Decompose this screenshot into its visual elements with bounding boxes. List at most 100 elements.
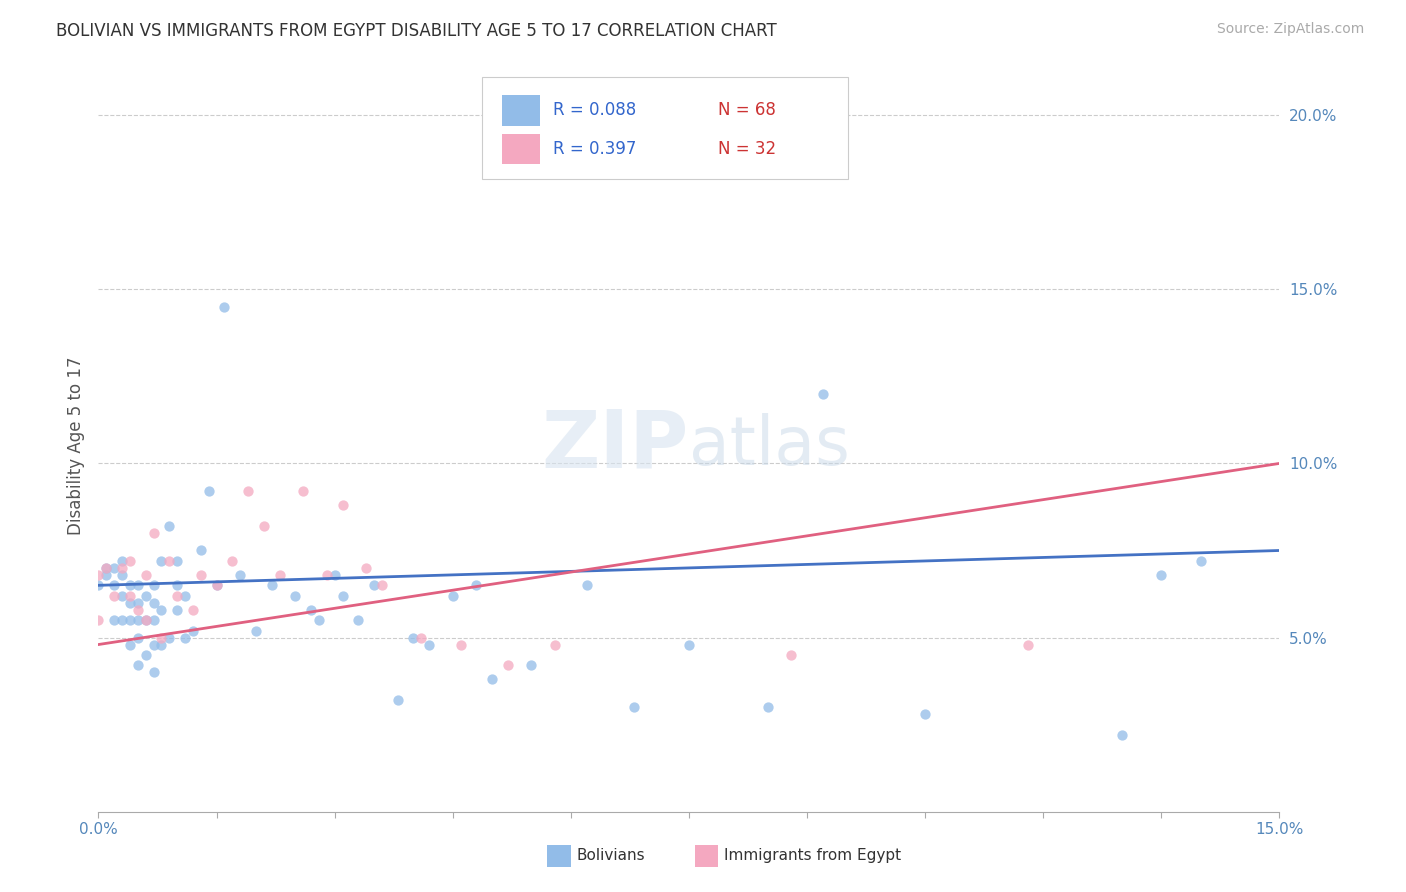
Point [253, 519, 276, 533]
Point [354, 561, 377, 575]
Point [623, 700, 645, 714]
Point [103, 613, 125, 627]
Point [118, 578, 141, 592]
Point [166, 578, 188, 592]
Text: R = 0.088: R = 0.088 [553, 102, 637, 120]
Point [142, 526, 165, 541]
Text: N = 68: N = 68 [718, 102, 776, 120]
Point [135, 613, 157, 627]
Point [135, 589, 157, 603]
Point [236, 484, 259, 499]
Point [780, 648, 803, 662]
Point [323, 567, 346, 582]
Point [260, 578, 283, 592]
Point [150, 603, 173, 617]
Point [157, 631, 180, 645]
FancyBboxPatch shape [482, 77, 848, 179]
Point [87, 578, 110, 592]
Point [135, 648, 157, 662]
Point [544, 638, 567, 652]
Point [441, 589, 464, 603]
Text: Bolivians: Bolivians [576, 848, 645, 863]
Point [87, 567, 110, 582]
Point [127, 603, 149, 617]
Point [450, 638, 472, 652]
Point [111, 567, 134, 582]
Point [111, 561, 134, 575]
Point [181, 603, 204, 617]
Point [166, 554, 188, 568]
Point [205, 578, 228, 592]
Point [142, 613, 165, 627]
Point [142, 578, 165, 592]
Point [166, 589, 188, 603]
Text: Immigrants from Egypt: Immigrants from Egypt [724, 848, 901, 863]
Point [756, 700, 779, 714]
Point [284, 589, 307, 603]
Text: BOLIVIAN VS IMMIGRANTS FROM EGYPT DISABILITY AGE 5 TO 17 CORRELATION CHART: BOLIVIAN VS IMMIGRANTS FROM EGYPT DISABI… [56, 22, 778, 40]
Point [174, 631, 197, 645]
Point [118, 596, 141, 610]
Point [205, 578, 228, 592]
Point [678, 638, 700, 652]
Point [229, 567, 252, 582]
Point [190, 543, 212, 558]
Text: R = 0.397: R = 0.397 [553, 140, 637, 158]
Point [166, 603, 188, 617]
Point [111, 554, 134, 568]
Point [520, 658, 543, 673]
Point [118, 613, 141, 627]
Bar [502, 134, 540, 164]
Point [174, 589, 197, 603]
Point [197, 484, 219, 499]
Point [190, 567, 212, 582]
Point [811, 386, 834, 401]
Point [135, 613, 157, 627]
Point [103, 578, 125, 592]
Text: atlas: atlas [689, 413, 849, 479]
Point [96, 561, 118, 575]
Point [481, 673, 503, 687]
Text: N = 32: N = 32 [718, 140, 776, 158]
Text: Source: ZipAtlas.com: Source: ZipAtlas.com [1216, 22, 1364, 37]
Point [118, 554, 141, 568]
Point [127, 613, 149, 627]
Point [142, 638, 165, 652]
Point [363, 578, 385, 592]
Y-axis label: Disability Age 5 to 17: Disability Age 5 to 17 [66, 357, 84, 535]
Point [142, 596, 165, 610]
Point [103, 589, 125, 603]
Point [387, 693, 409, 707]
Point [1150, 567, 1173, 582]
Point [118, 638, 141, 652]
Point [332, 498, 354, 512]
Point [118, 589, 141, 603]
Point [150, 631, 173, 645]
Point [157, 519, 180, 533]
Point [96, 567, 118, 582]
Point [308, 613, 330, 627]
Point [111, 613, 134, 627]
Point [465, 578, 488, 592]
Point [150, 554, 173, 568]
Point [111, 589, 134, 603]
Point [347, 613, 370, 627]
Point [157, 554, 180, 568]
Point [150, 638, 173, 652]
Point [181, 624, 204, 638]
Point [292, 484, 315, 499]
Point [127, 578, 149, 592]
Point [332, 589, 354, 603]
Point [135, 567, 157, 582]
Point [87, 613, 110, 627]
Point [496, 658, 519, 673]
Point [142, 665, 165, 680]
Point [269, 567, 291, 582]
Text: ZIP: ZIP [541, 407, 689, 485]
Point [402, 631, 425, 645]
Point [1189, 554, 1212, 568]
Point [103, 561, 125, 575]
Point [1017, 638, 1039, 652]
Bar [502, 95, 540, 126]
Point [127, 658, 149, 673]
